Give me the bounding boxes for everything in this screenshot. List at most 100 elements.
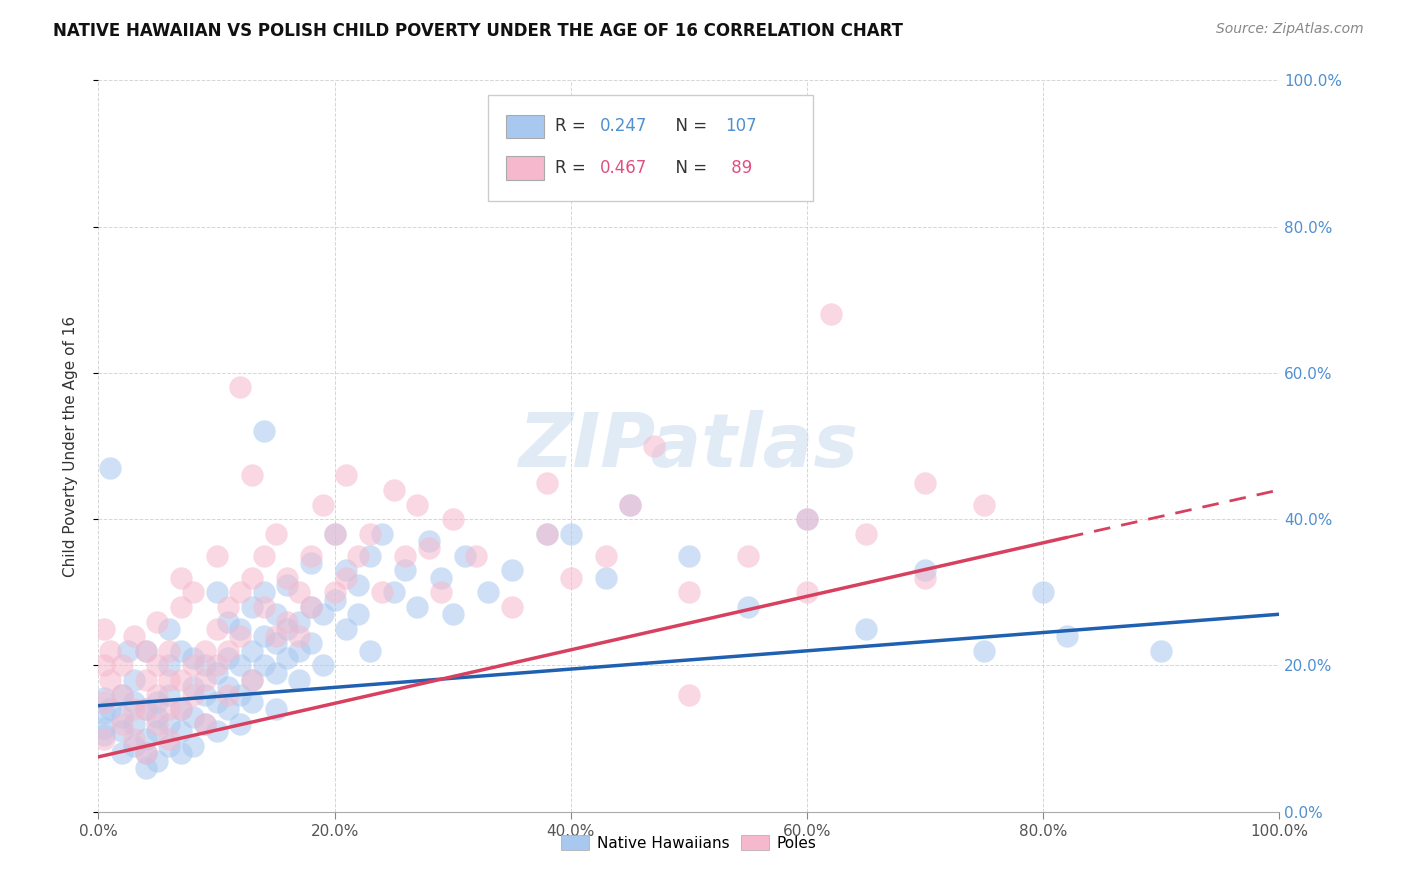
Point (135, 644, 157, 658)
Text: R =: R = (555, 118, 592, 136)
Point (205, 665, 228, 680)
Point (536, 526, 558, 541)
Point (111, 688, 134, 702)
Point (194, 717, 217, 731)
Point (299, 599, 322, 614)
Point (347, 578, 370, 592)
Point (122, 695, 145, 709)
Point (93, 721, 115, 735)
Point (240, 644, 263, 658)
Point (501, 563, 523, 577)
Text: N =: N = (665, 118, 707, 136)
Point (382, 483, 405, 497)
Point (98, 644, 121, 658)
Point (181, 658, 204, 673)
Point (194, 717, 217, 731)
Point (205, 549, 228, 563)
Point (93, 706, 115, 720)
Point (170, 702, 193, 716)
Point (93, 622, 115, 636)
Point (441, 607, 464, 622)
Point (299, 636, 322, 650)
Point (276, 651, 298, 665)
Point (157, 673, 180, 687)
Point (276, 578, 298, 592)
Point (157, 702, 180, 716)
Point (264, 526, 287, 541)
Point (299, 599, 322, 614)
Point (194, 673, 217, 687)
Point (217, 688, 239, 702)
Point (181, 585, 204, 599)
Point (146, 709, 169, 723)
Point (288, 644, 311, 658)
Point (181, 709, 204, 723)
Point (406, 599, 429, 614)
Point (430, 571, 453, 585)
Point (253, 585, 276, 599)
Point (359, 549, 381, 563)
Point (170, 599, 193, 614)
Point (111, 746, 134, 760)
Point (1032, 585, 1054, 599)
Point (477, 585, 499, 599)
Point (253, 599, 276, 614)
Point (441, 512, 464, 526)
Point (914, 571, 936, 585)
Point (253, 425, 276, 439)
Point (240, 673, 263, 687)
Point (93, 731, 115, 746)
Point (229, 688, 252, 702)
Point (205, 585, 228, 599)
Point (253, 658, 276, 673)
Point (394, 563, 416, 577)
Point (117, 644, 139, 658)
Point (276, 622, 298, 636)
Point (371, 526, 394, 541)
Legend: Native Hawaiians, Poles: Native Hawaiians, Poles (557, 830, 821, 855)
Point (217, 615, 239, 629)
Point (796, 512, 818, 526)
Point (678, 688, 700, 702)
Point (146, 754, 169, 768)
Point (135, 731, 157, 746)
Point (678, 585, 700, 599)
Point (181, 688, 204, 702)
Point (1150, 644, 1173, 658)
Point (299, 549, 322, 563)
Point (253, 629, 276, 643)
Point (914, 563, 936, 577)
Point (501, 599, 523, 614)
Point (359, 526, 381, 541)
Point (914, 475, 936, 490)
Point (536, 526, 558, 541)
Point (146, 695, 169, 709)
Point (855, 622, 877, 636)
Point (194, 644, 217, 658)
Point (347, 549, 370, 563)
Point (595, 571, 617, 585)
Point (157, 644, 180, 658)
Point (288, 673, 311, 687)
Point (111, 688, 134, 702)
Text: 89: 89 (725, 159, 752, 177)
Point (170, 702, 193, 716)
Point (240, 599, 263, 614)
Point (973, 644, 995, 658)
Point (146, 724, 169, 739)
FancyBboxPatch shape (488, 95, 813, 201)
Point (111, 658, 134, 673)
Point (135, 746, 157, 760)
Point (157, 622, 180, 636)
Point (205, 724, 228, 739)
Text: N =: N = (665, 159, 707, 177)
Point (382, 585, 405, 599)
Point (240, 571, 263, 585)
Point (430, 585, 453, 599)
Point (312, 658, 335, 673)
Point (122, 702, 145, 716)
Point (170, 571, 193, 585)
Point (157, 688, 180, 702)
Point (394, 549, 416, 563)
Point (288, 615, 311, 629)
